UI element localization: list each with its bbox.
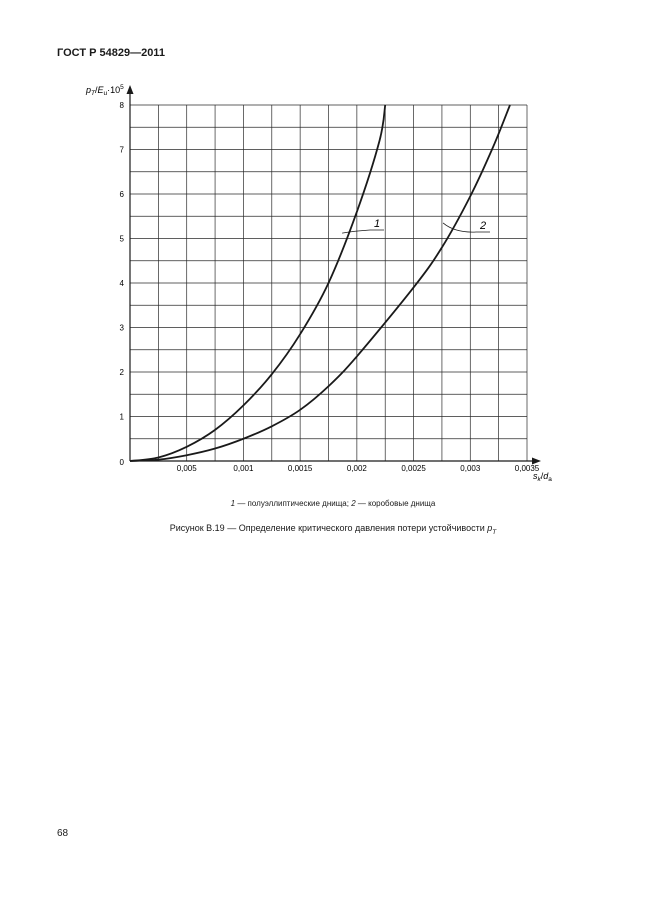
origin-label: 0 [120,458,125,467]
y-axis-arrow [126,85,134,94]
y-tick-label: 5 [120,235,125,244]
legend-number-2: 2 [351,499,356,508]
x-tick-label: 0,005 [177,464,198,473]
y-tick-label: 4 [120,279,125,288]
curve-label-2: 2 [479,220,486,232]
x-tick-label: 0,001 [233,464,254,473]
chart-series [129,104,511,462]
series-line-1 [129,104,387,462]
x-tick-label: 0,003 [460,464,481,473]
series-line-2 [129,104,511,462]
caption-text: Рисунок В.19 — Определение критического … [169,523,488,533]
y-axis-label: pT/Eu·105 [85,84,124,97]
y-tick-label: 3 [120,324,125,333]
legend-note: 1 — полуэллиптические днища; 2 — коробов… [0,499,646,508]
x-axis-arrow [532,457,541,465]
chart: 0,005 0,001 0,0015 0,002 0,0025 0,003 0,0035 1… [85,84,552,483]
caption-symbol: p [487,523,493,533]
y-tick-labels: 1 2 3 4 5 6 7 8 [120,101,125,422]
y-tick-label: 6 [120,190,125,199]
curve-label-1: 1 [374,218,380,230]
x-tick-labels: 0,005 0,001 0,0015 0,002 0,0025 0,003 0,0035 [177,464,540,473]
x-tick-label: 0,002 [347,464,368,473]
page-number: 68 [57,828,69,839]
x-tick-label: 0,0035 [515,464,540,473]
legend-text-1: — полуэллиптические днища; [235,499,352,508]
caption-symbol-sub: T [492,528,497,536]
y-tick-label: 8 [120,101,125,110]
chart-grid [130,104,528,461]
curve-leader-1 [342,229,384,234]
x-tick-label: 0,0015 [288,464,313,473]
figure-caption: Рисунок В.19 — Определение критического … [0,523,646,536]
curve-leader-2 [442,222,490,233]
chart-axes [126,85,541,465]
legend-text-2: — коробовые днища [355,499,436,508]
y-tick-label: 2 [120,368,125,377]
y-tick-label: 7 [120,146,125,155]
legend-number-1: 1 [230,499,236,508]
x-tick-label: 0,0025 [401,464,426,473]
y-tick-label: 1 [120,413,125,422]
document-header: ГОСТ Р 54829—2011 [57,47,165,59]
x-axis-label: sk/da [533,471,552,483]
